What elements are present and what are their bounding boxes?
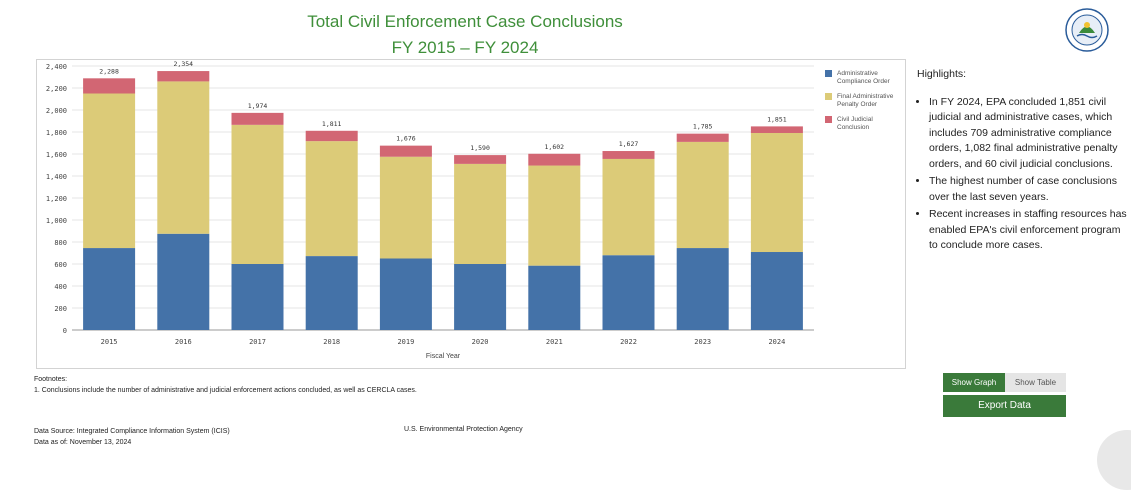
total-label-2015: 2,288 — [99, 67, 119, 75]
bar-segment-judicial-conclusion-2020[interactable] — [454, 155, 507, 164]
bar-segment-compliance-order-2024[interactable] — [750, 252, 803, 330]
legend-label[interactable]: Conclusion — [837, 124, 870, 131]
total-label-2018: 1,811 — [322, 120, 342, 128]
bar-segment-judicial-conclusion-2018[interactable] — [305, 130, 358, 142]
y-tick-label: 800 — [54, 239, 67, 247]
bar-segment-penalty-order-2019[interactable] — [379, 156, 432, 259]
bar-segment-compliance-order-2015[interactable] — [83, 248, 136, 330]
legend-label[interactable]: Civil Judicial — [837, 116, 873, 123]
export-data-button[interactable]: Export Data — [943, 395, 1066, 417]
bar-segment-judicial-conclusion-2022[interactable] — [602, 151, 655, 159]
bar-segment-penalty-order-2018[interactable] — [305, 141, 358, 257]
x-tick-label-2022: 2022 — [620, 338, 637, 346]
bar-segment-penalty-order-2021[interactable] — [528, 165, 581, 266]
bar-segment-penalty-order-2015[interactable] — [83, 93, 136, 249]
footnotes-heading: Footnotes: — [34, 376, 68, 383]
total-label-2020: 1,590 — [470, 144, 490, 152]
total-label-2017: 1,974 — [248, 102, 268, 110]
legend-label[interactable]: Compliance Order — [837, 78, 891, 85]
bar-segment-penalty-order-2023[interactable] — [676, 141, 729, 249]
bar-segment-judicial-conclusion-2023[interactable] — [676, 133, 729, 142]
bar-segment-compliance-order-2020[interactable] — [454, 264, 507, 330]
x-tick-label-2021: 2021 — [546, 338, 563, 346]
bar-segment-compliance-order-2019[interactable] — [379, 258, 432, 331]
bar-segment-penalty-order-2022[interactable] — [602, 158, 655, 256]
x-tick-label-2023: 2023 — [694, 338, 711, 346]
bar-segment-compliance-order-2021[interactable] — [528, 265, 581, 330]
x-tick-label-2015: 2015 — [101, 338, 118, 346]
chart-frame: 0 200 400 600 800 1,000 1,200 1,400 1,600 1,800 2,… — [36, 59, 906, 369]
total-label-2019: 1,676 — [396, 135, 416, 143]
bar-segment-penalty-order-2020[interactable] — [454, 163, 507, 264]
x-tick-label-2016: 2016 — [175, 338, 192, 346]
bar-segment-judicial-conclusion-2024[interactable] — [750, 126, 803, 133]
show-graph-button[interactable]: Show Graph — [943, 373, 1005, 392]
legend-swatch[interactable] — [825, 70, 832, 77]
y-tick-label: 400 — [54, 283, 67, 291]
data-as-of-line: Data as of: November 13, 2024 — [34, 439, 132, 446]
bar-segment-judicial-conclusion-2019[interactable] — [379, 145, 432, 157]
x-tick-label-2024: 2024 — [768, 338, 785, 346]
legend-swatch[interactable] — [825, 93, 832, 100]
y-tick-label: 1,600 — [46, 151, 67, 159]
chart-subtitle: FY 2015 – FY 2024 — [391, 38, 539, 57]
corner-decoration — [1097, 430, 1131, 490]
x-tick-label-2017: 2017 — [249, 338, 266, 346]
y-tick-label: 2,200 — [46, 85, 67, 93]
y-tick-label: 1,200 — [46, 195, 67, 203]
y-tick-label: 2,000 — [46, 107, 67, 115]
bar-segment-judicial-conclusion-2017[interactable] — [231, 112, 284, 125]
epa-seal-logo — [1065, 8, 1109, 52]
y-tick-label: 1,000 — [46, 217, 67, 225]
highlight-item: Recent increases in staffing resources h… — [929, 207, 1127, 254]
y-tick-label: 0 — [63, 327, 67, 335]
x-axis-label: Fiscal Year — [426, 353, 461, 360]
x-tick-label-2018: 2018 — [323, 338, 340, 346]
total-label-2016: 2,354 — [174, 60, 194, 68]
y-tick-label: 1,400 — [46, 173, 67, 181]
y-tick-label: 2,400 — [46, 63, 67, 71]
x-tick-label-2019: 2019 — [397, 338, 414, 346]
y-tick-label: 1,800 — [46, 129, 67, 137]
y-tick-label: 600 — [54, 261, 67, 269]
highlights-list: In FY 2024, EPA concluded 1,851 civil ju… — [917, 95, 1127, 254]
footnotes: Footnotes: 1. Conclusions include the nu… — [34, 374, 417, 396]
bar-segment-compliance-order-2017[interactable] — [231, 264, 284, 330]
x-tick-label-2020: 2020 — [472, 338, 489, 346]
bar-segment-penalty-order-2024[interactable] — [750, 132, 803, 253]
bar-segment-judicial-conclusion-2016[interactable] — [157, 71, 210, 82]
highlights-heading: Highlights: — [917, 68, 967, 80]
show-table-button[interactable]: Show Table — [1005, 373, 1066, 392]
bar-segment-penalty-order-2017[interactable] — [231, 124, 284, 264]
total-label-2021: 1,602 — [545, 143, 565, 151]
agency-name: U.S. Environmental Protection Agency — [404, 426, 523, 433]
data-source: Data Source: Integrated Compliance Infor… — [34, 426, 230, 448]
chart-title: Total Civil Enforcement Case Conclusions — [307, 12, 623, 31]
legend-label[interactable]: Penalty Order — [837, 101, 878, 108]
total-label-2023: 1,785 — [693, 123, 713, 131]
y-tick-label: 200 — [54, 305, 67, 313]
footnote-1: 1. Conclusions include the number of adm… — [34, 387, 417, 394]
legend-swatch[interactable] — [825, 116, 832, 123]
highlight-item: The highest number of case conclusions o… — [929, 174, 1127, 205]
bar-segment-penalty-order-2016[interactable] — [157, 81, 210, 234]
total-label-2022: 1,627 — [619, 140, 639, 148]
data-source-line: Data Source: Integrated Compliance Infor… — [34, 428, 230, 435]
legend-label[interactable]: Final Administrative — [837, 93, 894, 100]
stacked-bar-chart: 0 200 400 600 800 1,000 1,200 1,400 1,600 1,800 2,… — [46, 60, 894, 360]
bar-segment-compliance-order-2016[interactable] — [157, 233, 210, 330]
legend-label[interactable]: Administrative — [837, 70, 878, 77]
bar-segment-judicial-conclusion-2021[interactable] — [528, 153, 581, 166]
highlights-panel: Highlights: In FY 2024, EPA concluded 1,… — [917, 67, 1127, 256]
bar-segment-judicial-conclusion-2015[interactable] — [83, 78, 136, 94]
highlight-item: In FY 2024, EPA concluded 1,851 civil ju… — [929, 95, 1127, 173]
bar-segment-compliance-order-2022[interactable] — [602, 255, 655, 330]
total-label-2024: 1,851 — [767, 115, 787, 123]
bar-segment-compliance-order-2023[interactable] — [676, 248, 729, 330]
bar-segment-compliance-order-2018[interactable] — [305, 256, 358, 330]
